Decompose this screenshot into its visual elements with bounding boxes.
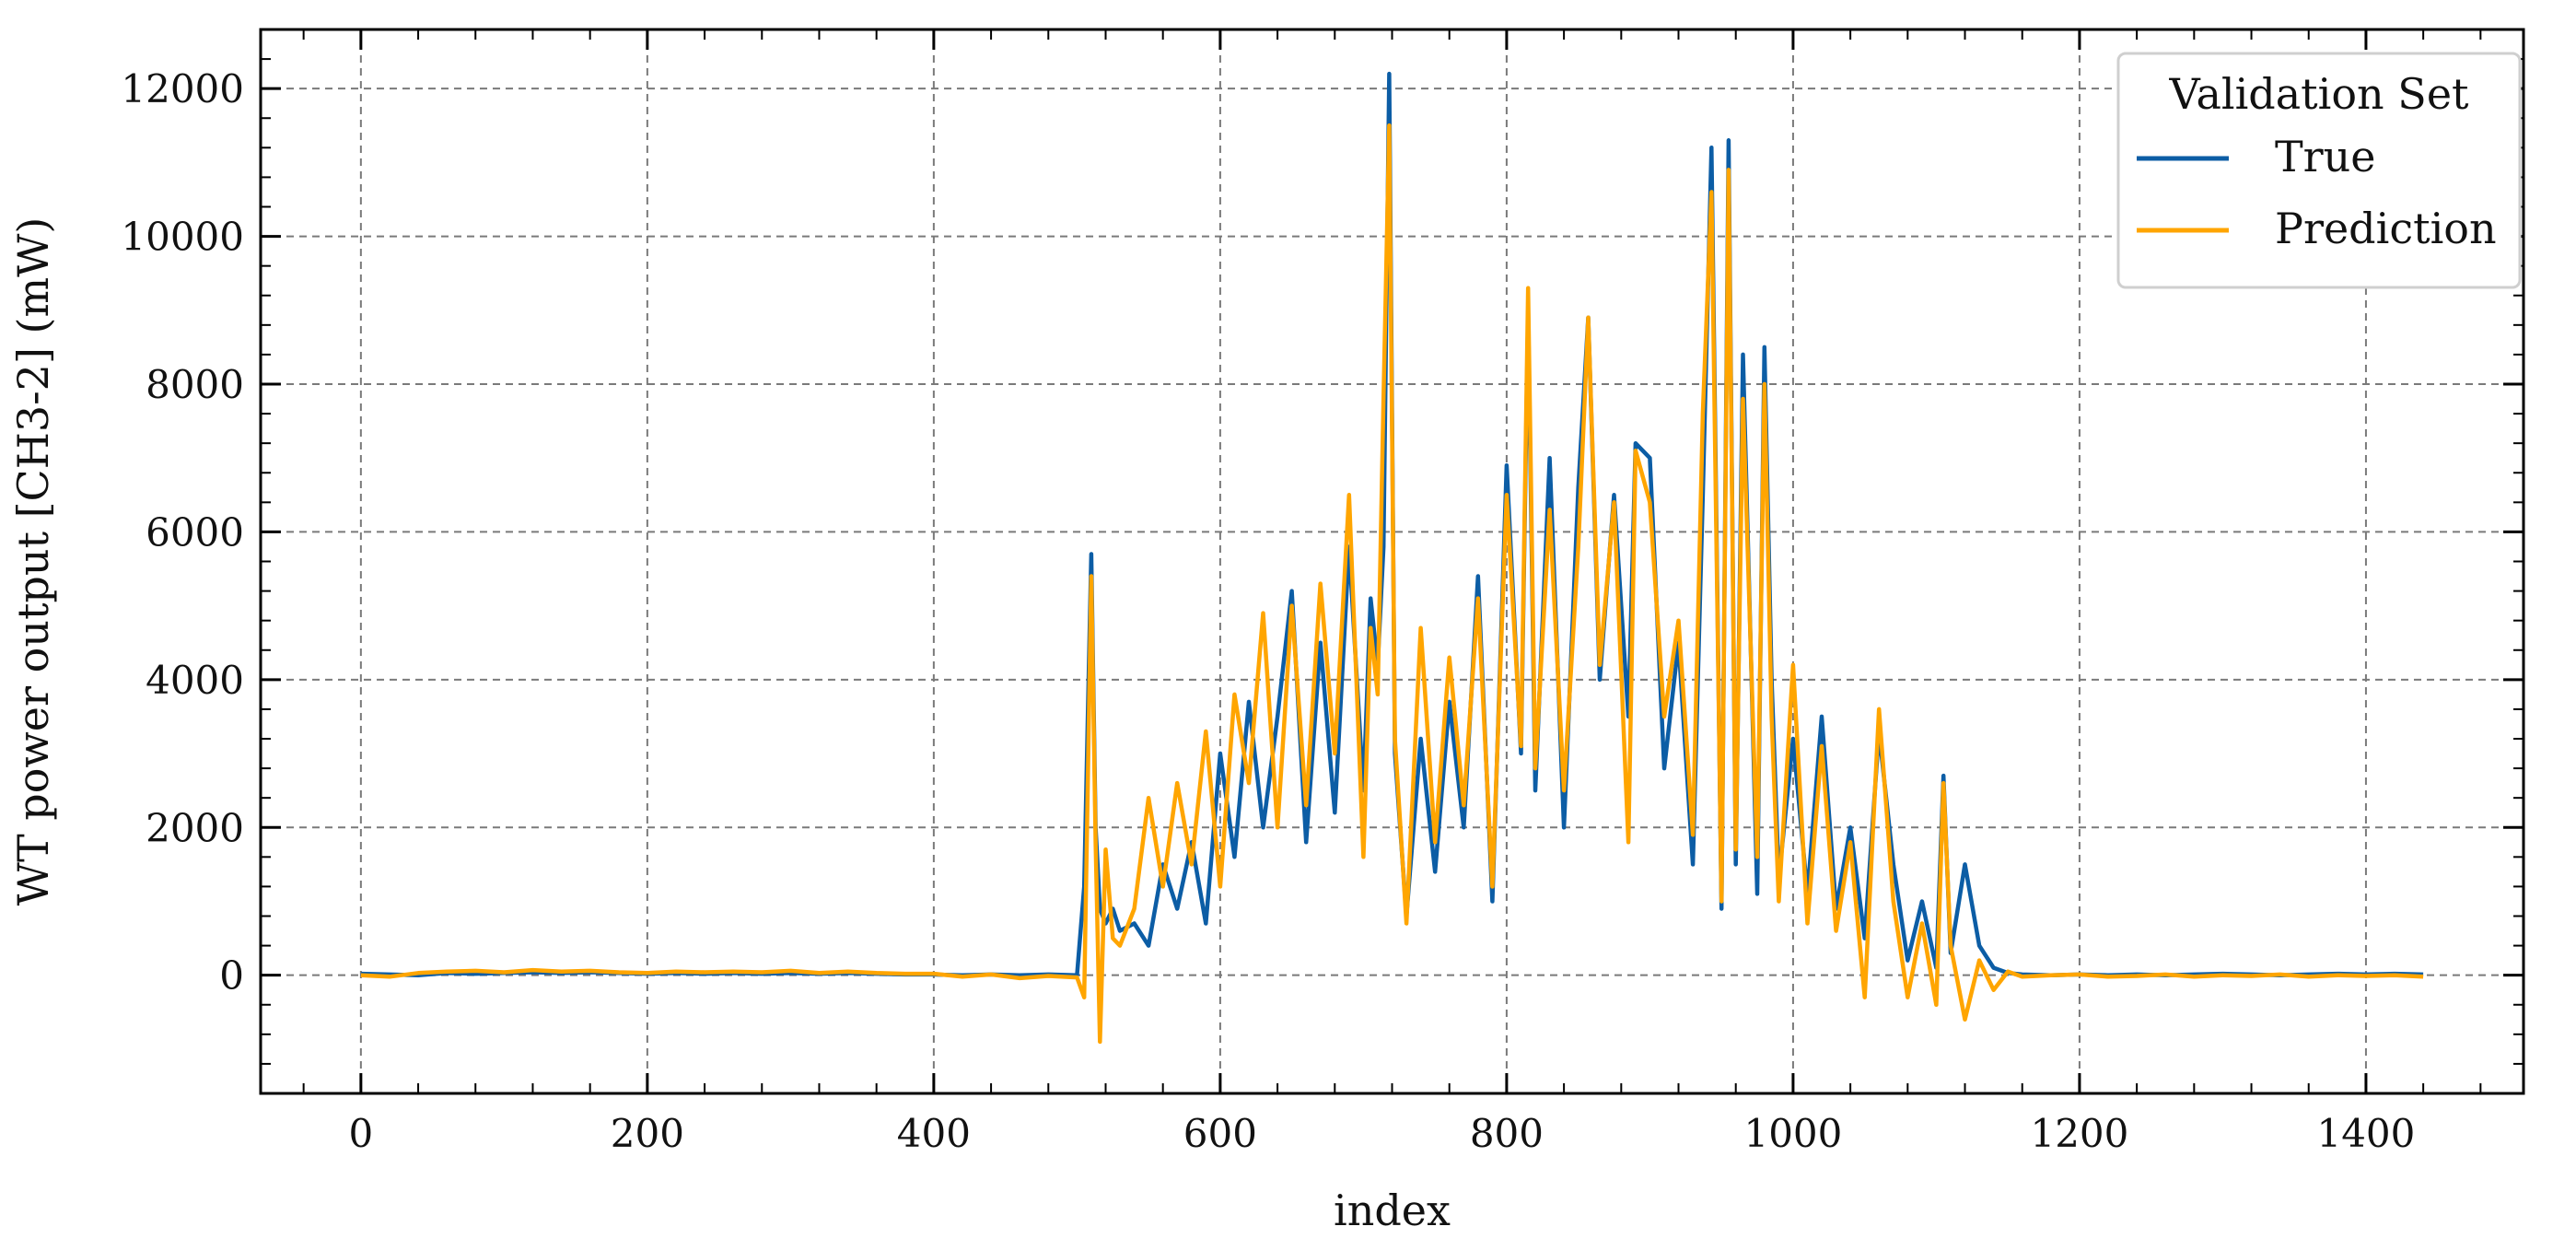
x-tick-label-5: 1000 — [1743, 1111, 1842, 1156]
y-tick-label-1: 2000 — [146, 805, 244, 850]
x-tick-label-2: 400 — [897, 1111, 971, 1156]
y-tick-label-5: 10000 — [121, 215, 244, 260]
y-tick-label-2: 4000 — [146, 658, 244, 703]
y-tick-label-6: 12000 — [121, 66, 244, 111]
y-tick-label-4: 8000 — [146, 362, 244, 407]
tick-labels: 0 200 400 600 800 1000 1200 1400 0 2000 4000 6000 80… — [121, 66, 2415, 1156]
x-axis-label: index — [1334, 1186, 1451, 1235]
series-line-prediction — [360, 123, 2424, 1045]
x-tick-label-1: 200 — [611, 1111, 684, 1156]
y-axis-label: WT power output [CH3-2] (mW) — [8, 217, 58, 906]
legend-title: Validation Set — [2168, 69, 2469, 119]
x-tick-label-0: 0 — [348, 1111, 373, 1156]
legend-entry-prediction: Prediction — [2275, 204, 2497, 253]
legend-entry-true: True — [2275, 132, 2376, 181]
y-tick-label-3: 6000 — [146, 509, 244, 555]
legend: Validation Set True Prediction — [2116, 52, 2522, 289]
x-tick-label-4: 800 — [1470, 1111, 1544, 1156]
series-lines — [360, 71, 2424, 1045]
x-tick-label-6: 1200 — [2030, 1111, 2128, 1156]
x-tick-label-7: 1400 — [2316, 1111, 2415, 1156]
y-tick-label-0: 0 — [219, 953, 244, 999]
x-tick-label-3: 600 — [1183, 1111, 1257, 1156]
